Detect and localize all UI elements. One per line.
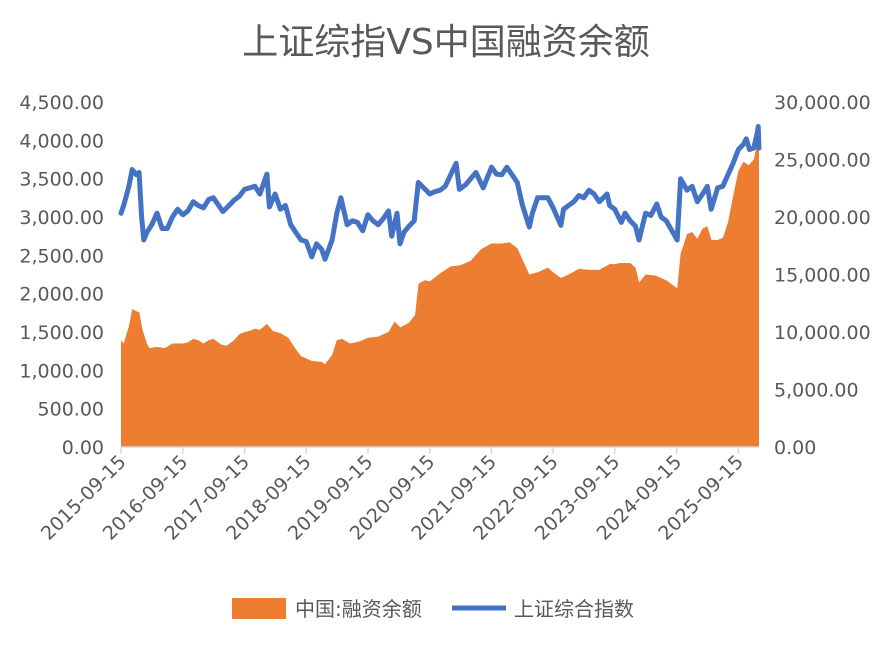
sse-index-line — [118, 124, 762, 262]
chart-title: 上证综指VS中国融资余额 — [242, 22, 649, 63]
right-axis-tick-label: 30,000.00 — [774, 92, 871, 114]
right-axis-tick-label: 25,000.00 — [774, 150, 871, 172]
left-axis-tick-label: 0.00 — [62, 437, 104, 459]
left-axis-tick-label: 4,000.00 — [19, 130, 104, 152]
margin-balance-area — [121, 142, 759, 448]
legend-label-margin-balance: 中国:融资余额 — [295, 597, 422, 621]
right-axis: 0.00 5,000.00 10,000.00 15,000.00 20,000.00 2… — [774, 92, 871, 459]
left-axis-tick-label: 3,000.00 — [19, 207, 104, 229]
legend-swatch-margin-balance — [232, 598, 286, 619]
left-axis-tick-label: 500.00 — [38, 399, 104, 421]
right-axis-tick-label: 5,000.00 — [774, 380, 859, 402]
left-axis-tick-label: 4,500.00 — [19, 92, 104, 114]
legend-label-sse-index: 上证综合指数 — [514, 597, 634, 621]
left-axis-tick-label: 2,500.00 — [19, 245, 104, 267]
left-axis-tick-label: 3,500.00 — [19, 169, 104, 191]
right-axis-tick-label: 20,000.00 — [774, 207, 871, 229]
left-axis-tick-label: 2,000.00 — [19, 284, 104, 306]
x-axis: 2015-09-152016-09-152017-09-152018-09-15… — [37, 447, 748, 545]
left-axis-tick-label: 1,000.00 — [19, 360, 104, 382]
legend: 中国:融资余额 上证综合指数 — [232, 597, 634, 621]
line-layer — [118, 124, 762, 262]
right-axis-tick-label: 10,000.00 — [774, 322, 871, 344]
area-layer — [121, 142, 759, 448]
right-axis-tick-label: 0.00 — [774, 437, 816, 459]
left-axis: 0.00 500.00 1,000.00 1,500.00 2,000.00 2,500.… — [19, 92, 104, 459]
left-axis-tick-label: 1,500.00 — [19, 322, 104, 344]
right-axis-tick-label: 15,000.00 — [774, 265, 871, 287]
